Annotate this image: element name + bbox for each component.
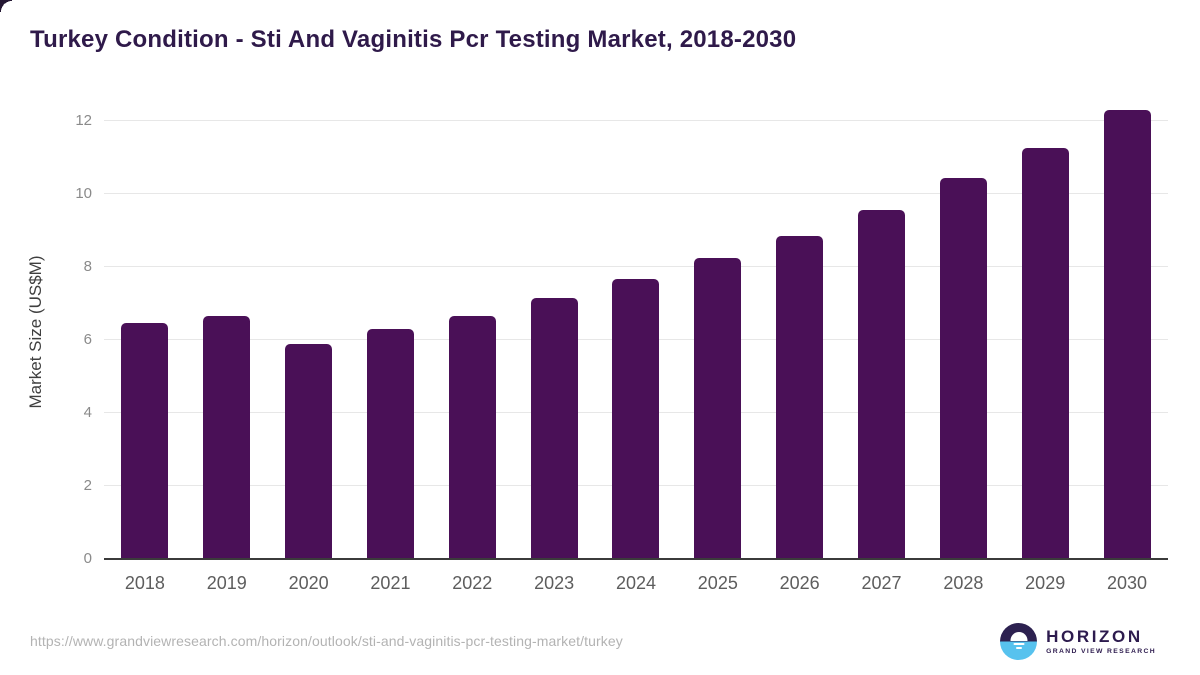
bar-2029[interactable] [1021,148,1069,559]
bar-2021[interactable] [366,329,414,559]
bar-2018[interactable] [121,322,169,559]
x-tick-2029: 2029 [1025,573,1066,593]
bar-slot-2027 [841,109,923,559]
footer: https://www.grandviewresearch.com/horizo… [30,620,1156,662]
y-tick-4: 4 [83,404,92,421]
chart-title: Turkey Condition - Sti And Vaginitis Pcr… [30,26,797,53]
bar-slot-2019 [186,109,268,559]
bar-2025[interactable] [694,257,742,559]
gridline-10 [104,193,1168,194]
bars-row [104,109,1168,559]
x-axis-labels: 2018 2019 2020 2021 2022 2023 2024 2025 2026 2027… [104,573,1168,594]
bar-slot-2025 [677,109,759,559]
bar-slot-2028 [922,109,1004,559]
bar-2028[interactable] [939,177,987,559]
bar-slot-2024 [595,109,677,559]
bar-slot-2022 [431,109,513,559]
y-tick-6: 6 [83,331,92,348]
source-url: https://www.grandviewresearch.com/horizo… [30,633,623,649]
bar-2023[interactable] [530,297,578,559]
bar-2022[interactable] [448,315,496,559]
y-axis-title: Market Size (US$M) [26,255,45,409]
bar-2020[interactable] [285,344,333,559]
ripple-icon [1013,643,1025,645]
y-tick-8: 8 [83,258,92,275]
gridline-8 [104,266,1168,267]
bar-slot-2030 [1086,109,1168,559]
ripple-icon [1015,647,1022,649]
logo-title: HORIZON [1046,626,1143,646]
bar-slot-2018 [104,109,186,559]
x-tick-2022: 2022 [452,573,493,593]
y-tick-2: 2 [83,477,92,494]
y-tick-10: 10 [75,185,92,202]
window-corner-artifact [0,0,12,12]
logo-subtitle: GRAND VIEW RESEARCH [1046,647,1156,655]
bar-slot-2021 [350,109,432,559]
x-tick-2025: 2025 [697,573,738,593]
sun-icon [1010,632,1028,641]
bar-2030[interactable] [1103,110,1151,559]
bar-slot-2026 [759,109,841,559]
horizon-logo[interactable]: HORIZON GRAND VIEW RESEARCH [1000,622,1156,660]
logo-text: HORIZON GRAND VIEW RESEARCH [1046,628,1156,655]
x-tick-2024: 2024 [615,573,656,593]
x-tick-2019: 2019 [206,573,247,593]
bar-slot-2023 [513,109,595,559]
bar-2024[interactable] [612,279,660,559]
gridline-12 [104,120,1168,121]
x-tick-2023: 2023 [534,573,575,593]
x-tick-2018: 2018 [124,573,165,593]
bar-2019[interactable] [203,315,251,559]
x-tick-2026: 2026 [779,573,820,593]
x-tick-2027: 2027 [861,573,902,593]
x-tick-2030: 2030 [1107,573,1148,593]
x-tick-2021: 2021 [370,573,411,593]
horizon-logo-icon [1000,622,1038,660]
bar-slot-2020 [268,109,350,559]
bar-2026[interactable] [776,236,824,559]
x-tick-2020: 2020 [288,573,329,593]
x-tick-2028: 2028 [943,573,984,593]
plot-area: 2018 2019 2020 2021 2022 2023 2024 2025 2026 2027… [75,109,1168,593]
y-tick-12: 12 [75,112,92,129]
bar-slot-2029 [1004,109,1086,559]
y-tick-0: 0 [83,550,92,567]
bar-2027[interactable] [858,210,906,559]
x-axis-line [104,558,1168,560]
